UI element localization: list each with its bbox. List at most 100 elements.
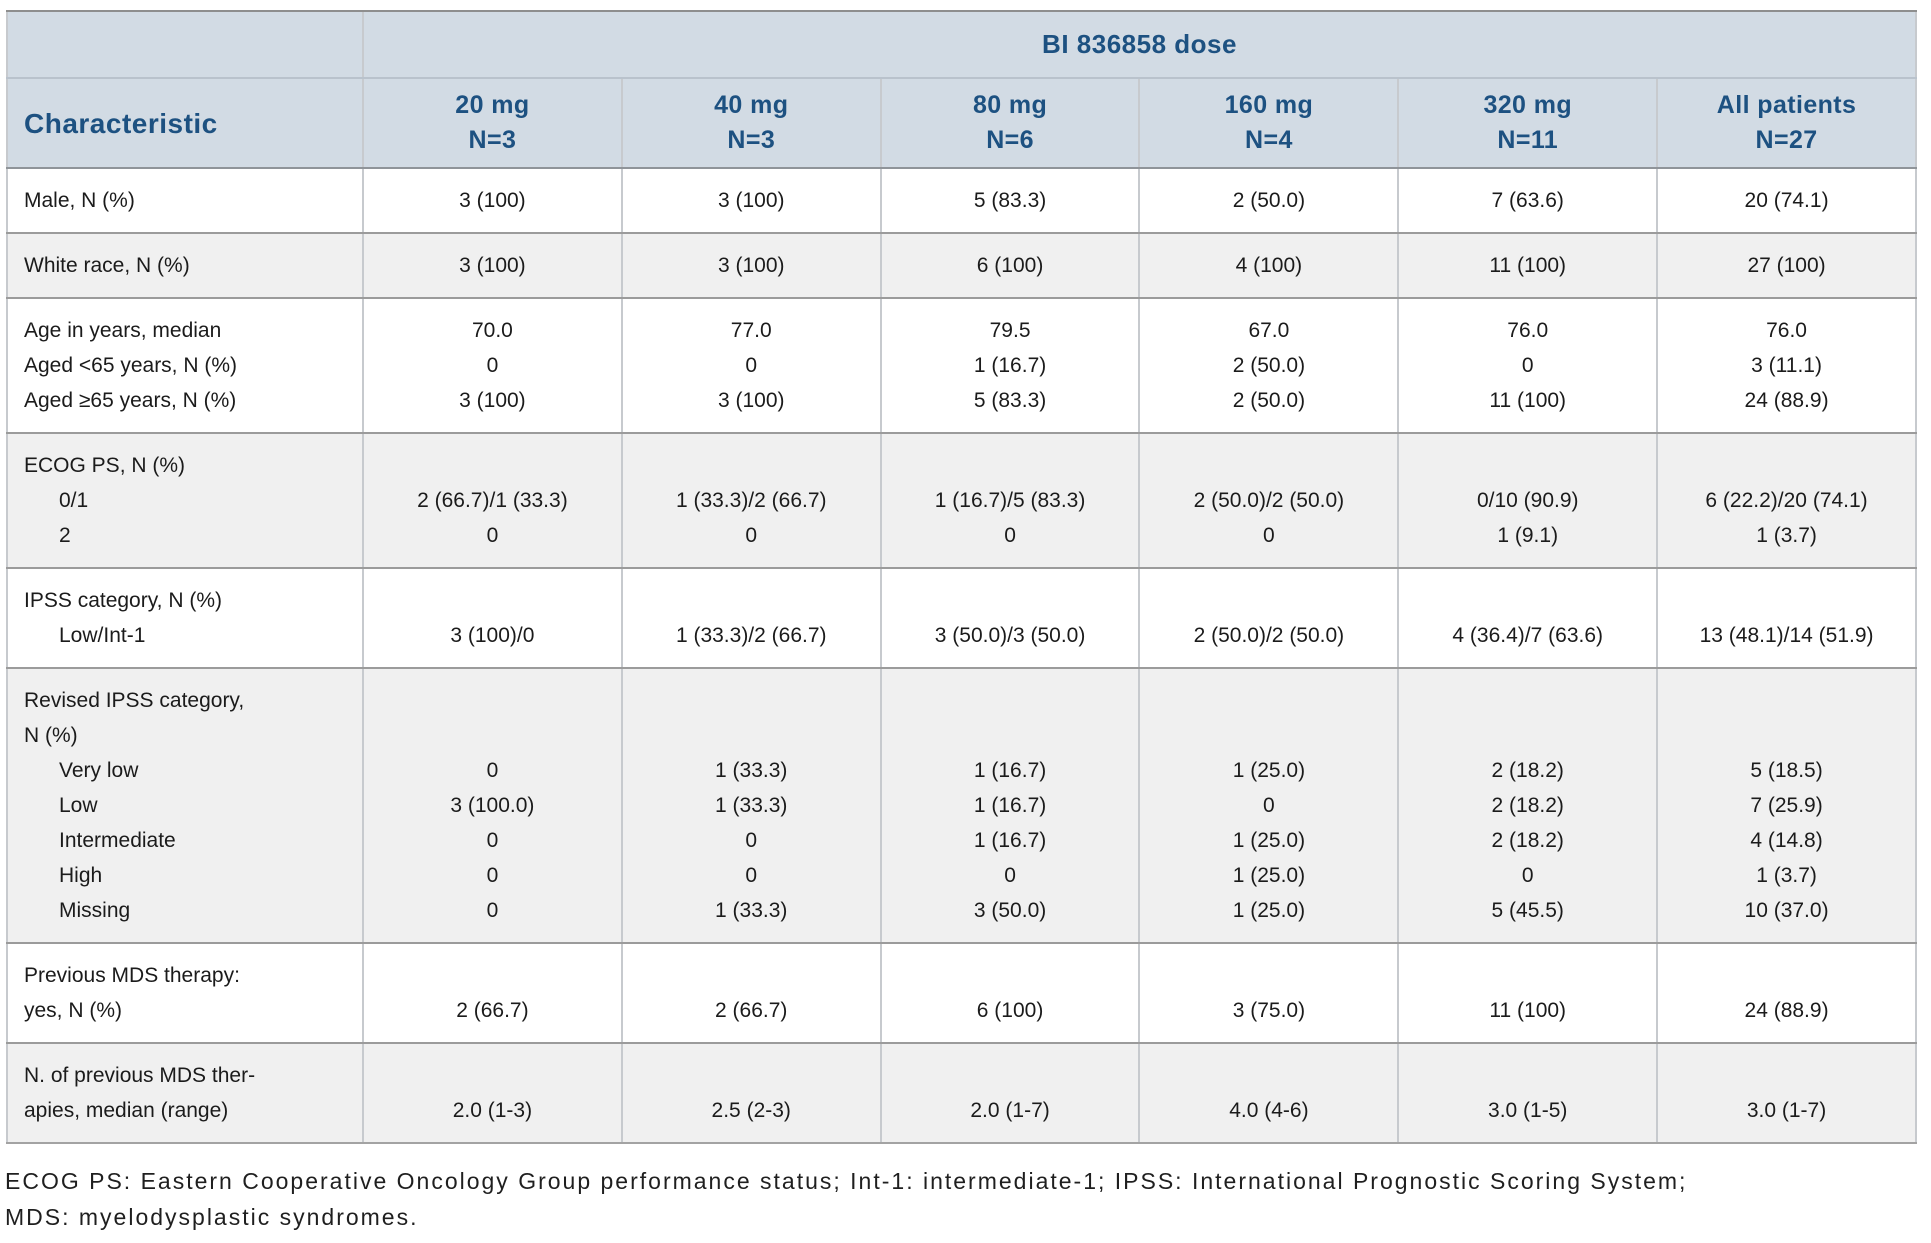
data-value-line: 3 (100.0) [450, 794, 535, 817]
data-value-line: 0 [486, 829, 499, 852]
data-value-line [890, 958, 1131, 993]
data-value-line: 3 (100) [717, 254, 785, 277]
data-value-line: 1 (33.3) [715, 899, 788, 922]
data-value-line [1666, 718, 1907, 753]
data-value-line: 2 (66.7) [715, 999, 788, 1022]
dose-column-header: 40 mg N=3 [622, 79, 882, 167]
data-value-line: 0 [1521, 354, 1534, 377]
data-value-line: 0 [1263, 794, 1275, 817]
n-label: N=4 [1245, 126, 1293, 154]
data-cell: 2 (66.7) [623, 944, 882, 1042]
row-label-line: apies, median (range) [24, 1099, 229, 1122]
row-label-line: 2 [24, 524, 71, 547]
data-value-line: 67.0 [1248, 319, 1290, 342]
data-value-line [631, 1058, 872, 1093]
data-value-line: 1 (16.7) [973, 354, 1047, 377]
dose-column-header: 160 mg N=4 [1140, 79, 1400, 167]
data-value-line: 6 (22.2)/20 (74.1) [1705, 489, 1868, 512]
data-value-line: 3 (100)/0 [450, 624, 535, 647]
data-value-line [890, 583, 1131, 618]
data-cell: 2 (50.0)/2 (50.0) [1140, 569, 1400, 667]
data-value-line: 1 (25.0) [1232, 864, 1306, 887]
dose-group-header: BI 836858 dose [364, 12, 1917, 77]
data-value-line: 1 (25.0) [1232, 899, 1306, 922]
data-value-line [1666, 683, 1907, 718]
row-label: Age in years, median Aged <65 years, N (%… [6, 299, 364, 432]
data-value-line: 0 [486, 759, 499, 782]
data-value-line: 11 (100) [1489, 999, 1567, 1022]
data-value-line [890, 683, 1131, 718]
row-label-line: White race, N (%) [24, 254, 190, 277]
data-value-line: 2.0 (1-3) [452, 1099, 533, 1122]
dose-label: 80 mg [972, 91, 1048, 119]
data-value-line: 0 [1004, 864, 1016, 887]
row-label: N. of previous MDS ther-apies, median (r… [6, 1044, 364, 1142]
data-cell: 0/10 (90.9) 1 (9.1) [1399, 434, 1659, 567]
data-value-line: 1 (16.7) [973, 829, 1047, 852]
data-value-line [1148, 448, 1389, 483]
row-label-line: N. of previous MDS ther- [24, 1064, 256, 1087]
data-value-line: 0 [745, 354, 758, 377]
data-value-line [631, 448, 872, 483]
data-value-line: 0 [486, 864, 499, 887]
footnote-line-2: MDS: myelodysplastic syndromes. [5, 1204, 419, 1230]
data-cell: 27 (100) [1658, 234, 1917, 297]
data-value-line [890, 718, 1131, 753]
data-value-line [890, 448, 1131, 483]
header-corner-cell [6, 12, 364, 77]
data-value-line: 1 (33.3)/2 (66.7) [675, 489, 827, 512]
data-value-line: 0 [1004, 524, 1016, 547]
table-column-header-row: Characteristic 20 mg N=3 40 mg N=3 80 mg N=6 1… [6, 79, 1917, 169]
data-value-line [1148, 683, 1389, 718]
data-cell: 2.0 (1-3) [364, 1044, 623, 1142]
table-footnote: ECOG PS: Eastern Cooperative Oncology Gr… [5, 1163, 1927, 1235]
row-label-line: Very low [24, 759, 139, 782]
data-value-line: 7 (25.9) [1750, 794, 1823, 817]
data-cell: 2.0 (1-7) [882, 1044, 1141, 1142]
data-value-line [1666, 1058, 1907, 1093]
row-label-line: N (%) [24, 724, 78, 747]
data-cell: 1 (16.7) 1 (16.7) 1 (16.7) 0 3 (50.0) [882, 669, 1141, 942]
n-label: N=3 [727, 126, 776, 154]
dose-label: 160 mg [1224, 91, 1314, 119]
data-cell: 3 (50.0)/3 (50.0) [882, 569, 1141, 667]
data-cell: 76.0 0 11 (100) [1399, 299, 1659, 432]
data-value-line: 79.5 [989, 319, 1031, 342]
data-cell: 3 (100) [623, 169, 882, 232]
data-cell: 3 (100) [364, 169, 623, 232]
data-value-line: 2 (50.0) [1232, 189, 1306, 212]
table-row: IPSS category, N (%) Low/Int-1 3 (100)/0… [6, 569, 1917, 669]
data-value-line: 2 (50.0)/2 (50.0) [1193, 624, 1345, 647]
data-value-line: 2.0 (1-7) [970, 1099, 1050, 1122]
table-row: Previous MDS therapy: yes, N (%) 2 (66.7)… [6, 944, 1917, 1044]
data-cell: 2 (66.7)/1 (33.3) 0 [364, 434, 623, 567]
data-value-line: 70.0 [471, 319, 513, 342]
data-value-line: 7 (63.6) [1491, 189, 1564, 212]
data-value-line [1407, 448, 1648, 483]
data-cell: 1 (16.7)/5 (83.3) 0 [882, 434, 1141, 567]
data-cell: 1 (25.0) 0 1 (25.0) 1 (25.0) 1 (25.0) [1140, 669, 1400, 942]
row-label-line: IPSS category, N (%) [24, 589, 223, 612]
n-label: N=3 [468, 126, 517, 154]
data-value-line: 11 (100) [1489, 254, 1567, 277]
data-value-line: 4 (14.8) [1750, 829, 1823, 852]
data-value-line [372, 958, 613, 993]
table-header-group-row: BI 836858 dose [6, 12, 1917, 79]
data-value-line: 5 (45.5) [1491, 899, 1564, 922]
data-value-line [1148, 958, 1389, 993]
data-value-line: 0 [486, 899, 499, 922]
data-value-line: 3 (75.0) [1232, 999, 1306, 1022]
data-value-line [890, 1058, 1131, 1093]
data-value-line: 6 (100) [976, 999, 1044, 1022]
data-cell: 6 (100) [882, 234, 1141, 297]
data-cell: 20 (74.1) [1658, 169, 1917, 232]
data-value-line: 76.0 [1507, 319, 1549, 342]
data-value-line: 0 [1263, 524, 1275, 547]
table-row: White race, N (%) 3 (100) 3 (100) 6 (100) 4 … [6, 234, 1917, 299]
data-cell: 3 (100)/0 [364, 569, 623, 667]
data-cell: 67.0 2 (50.0) 2 (50.0) [1140, 299, 1400, 432]
data-cell: 3.0 (1-7) [1658, 1044, 1917, 1142]
data-value-line: 0 [486, 354, 499, 377]
data-cell: 5 (83.3) [882, 169, 1141, 232]
row-label: ECOG PS, N (%) 0/1 2 [6, 434, 364, 567]
